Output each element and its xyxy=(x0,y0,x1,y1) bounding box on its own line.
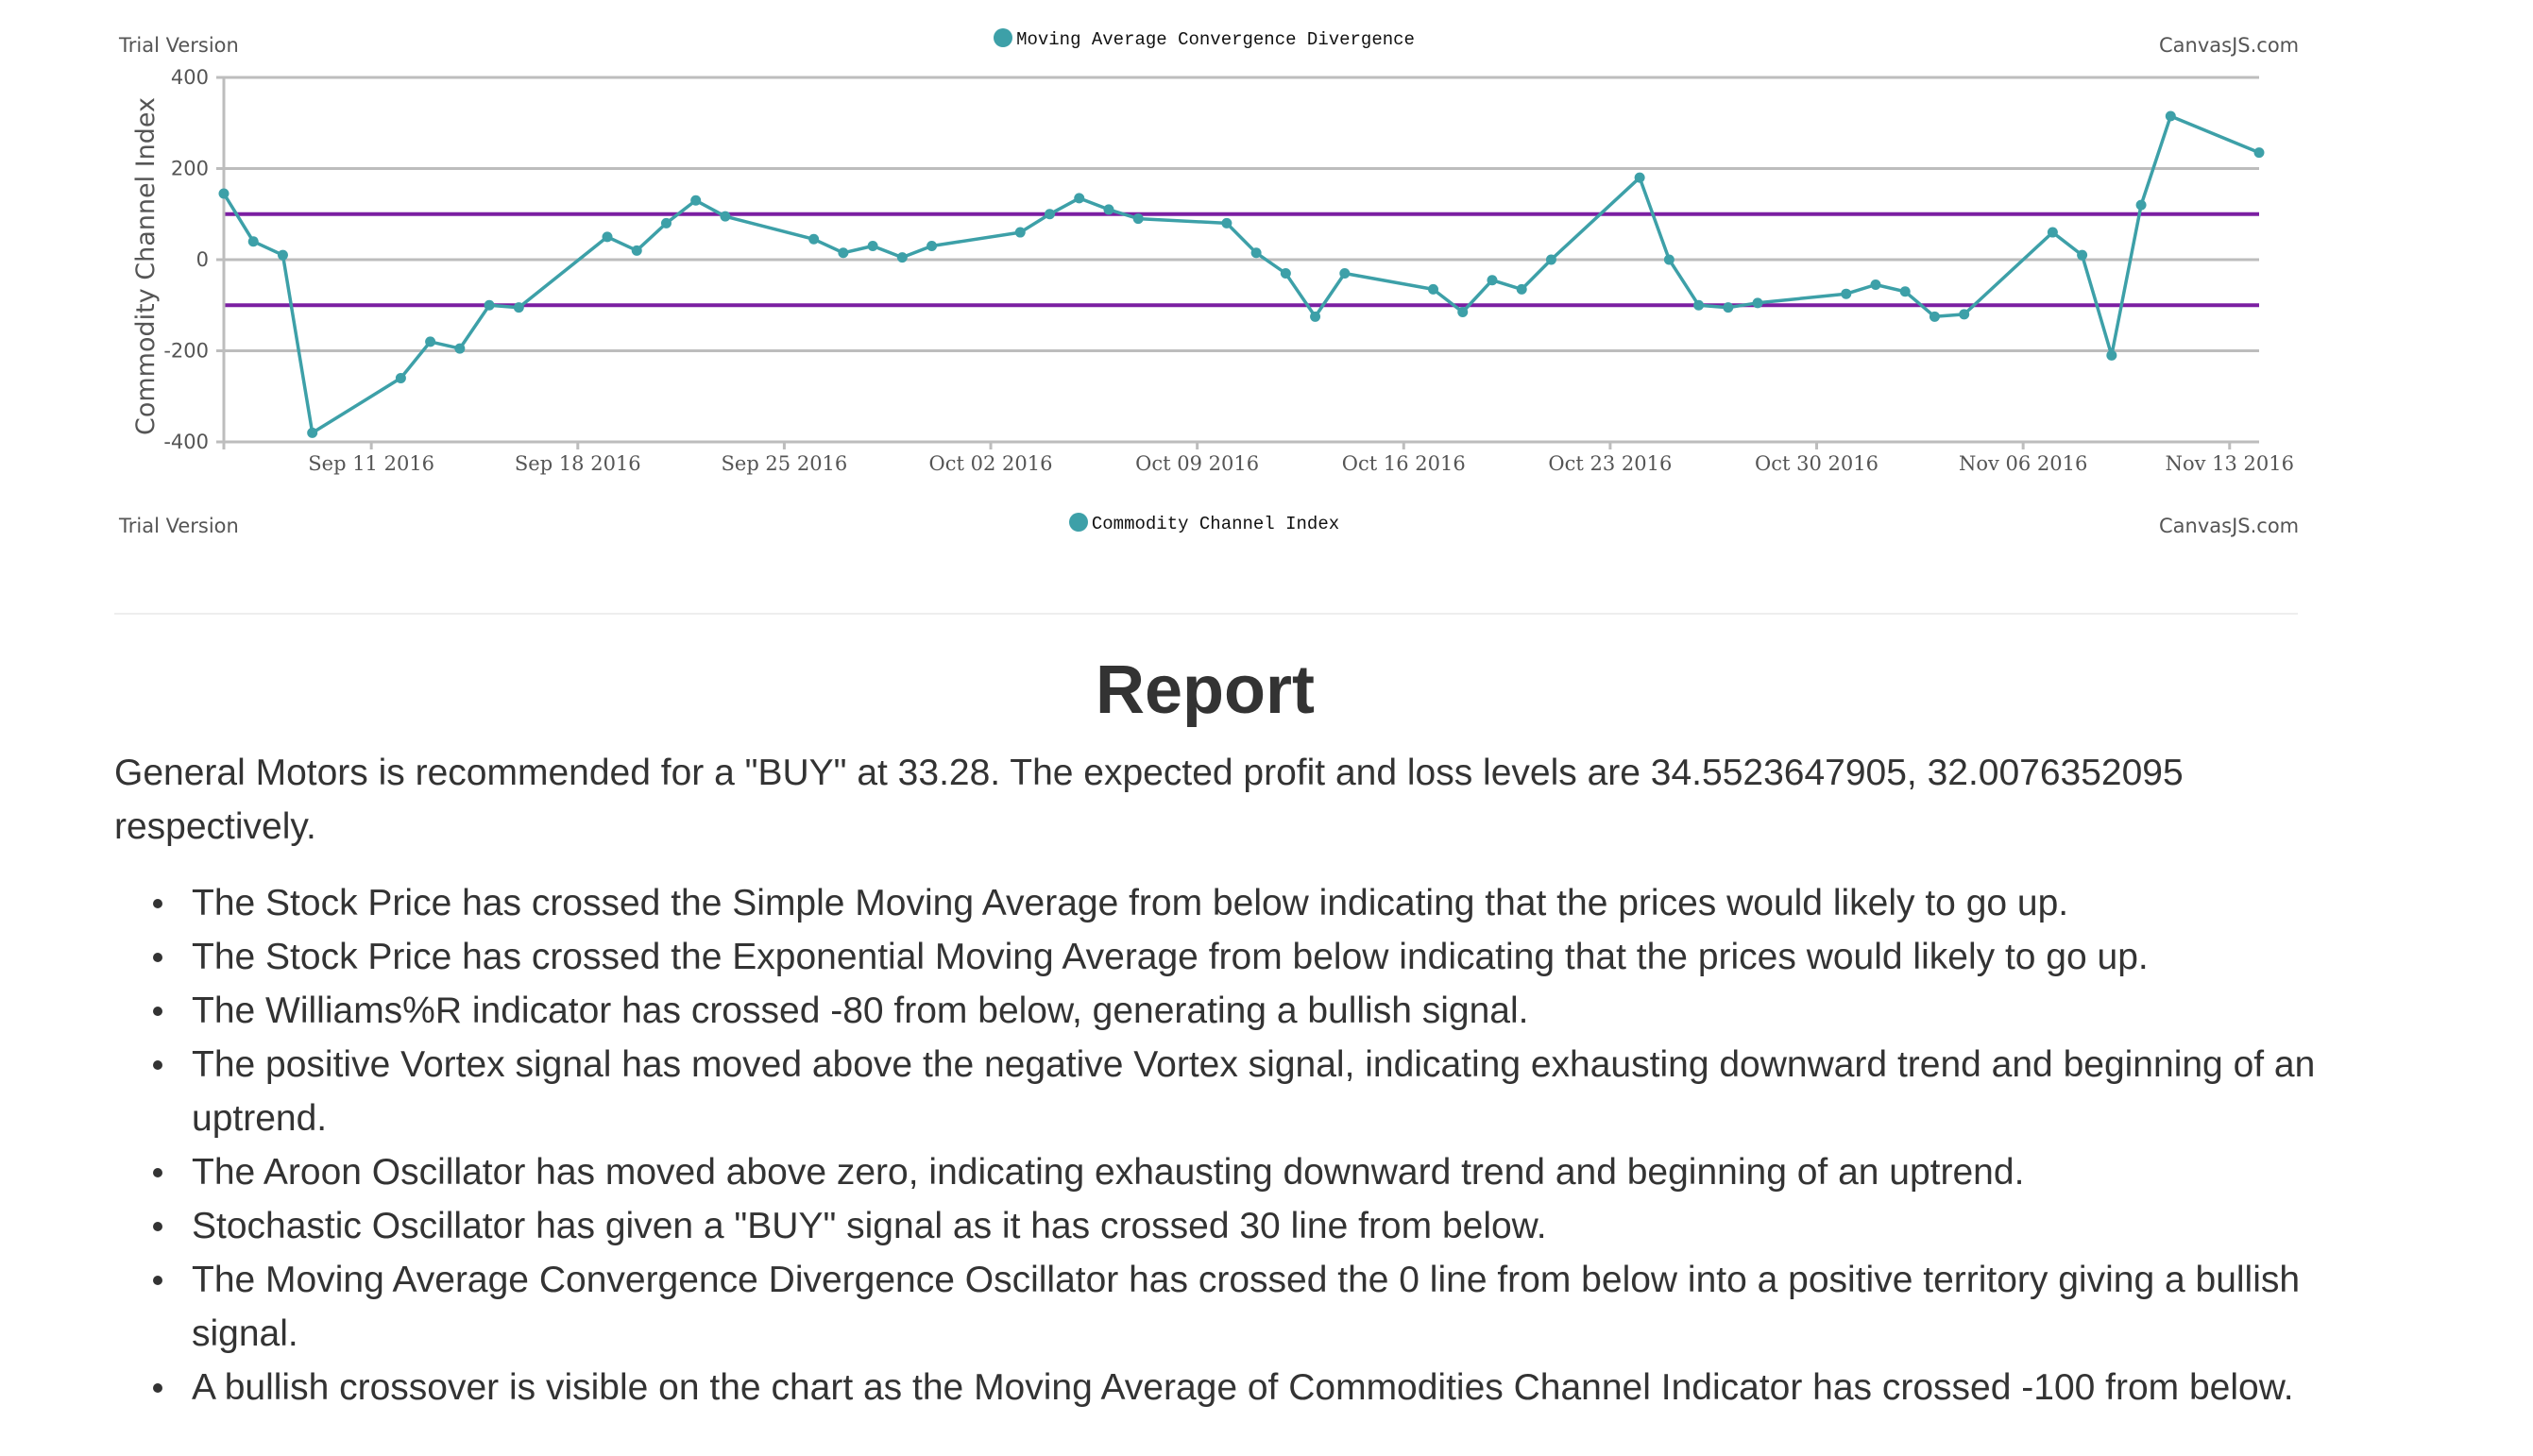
report-reason-item: A bullish crossover is visible on the ch… xyxy=(153,1361,2392,1414)
report-reasons-list: The Stock Price has crossed the Simple M… xyxy=(114,876,2392,1414)
report-reason-item: The Williams%R indicator has crossed -80… xyxy=(153,984,2392,1038)
data-point xyxy=(1044,209,1055,220)
data-point xyxy=(1841,288,1852,299)
y-tick-label: 400 xyxy=(171,66,209,89)
data-point xyxy=(307,427,318,438)
data-point xyxy=(808,233,820,245)
data-point xyxy=(631,245,642,256)
data-point xyxy=(1221,217,1232,229)
data-point xyxy=(1634,172,1645,183)
data-point xyxy=(2135,199,2147,211)
data-point xyxy=(1663,254,1674,265)
data-point xyxy=(1870,279,1881,291)
data-point xyxy=(1457,306,1469,317)
report-summary: General Motors is recommended for a "BUY… xyxy=(114,753,2184,847)
data-point xyxy=(896,252,908,263)
top-legend-label: Moving Average Convergence Divergence xyxy=(1016,29,1415,50)
data-point xyxy=(1516,283,1527,295)
data-point xyxy=(1929,311,1940,322)
data-point xyxy=(1752,297,1763,309)
x-tick-label: Oct 16 2016 xyxy=(1342,452,1466,475)
data-point xyxy=(926,241,938,252)
y-tick-label: 200 xyxy=(171,158,209,180)
data-point xyxy=(867,241,878,252)
top-watermark-right: CanvasJS.com xyxy=(2159,34,2300,57)
data-point xyxy=(1899,286,1911,297)
x-tick-label: Sep 25 2016 xyxy=(722,452,848,475)
data-point xyxy=(247,236,259,247)
data-point xyxy=(1074,193,1085,204)
legend-marker-icon xyxy=(994,28,1013,47)
data-point xyxy=(1959,309,1970,320)
data-point xyxy=(513,302,524,313)
bottom-watermark-right: CanvasJS.com xyxy=(2159,515,2300,537)
y-tick-label: -400 xyxy=(163,431,209,453)
data-point xyxy=(1693,299,1705,311)
data-point xyxy=(1280,267,1291,279)
chart-x-tick-labels: Sep 11 2016 Sep 18 2016 Sep 25 2016 Oct 02 … xyxy=(308,442,2294,475)
data-point xyxy=(425,336,436,347)
data-point xyxy=(1014,227,1026,238)
data-point xyxy=(2106,349,2117,361)
x-tick-label: Oct 09 2016 xyxy=(1135,452,1259,475)
data-point xyxy=(1487,275,1498,286)
x-tick-label: Oct 02 2016 xyxy=(929,452,1053,475)
top-watermark-left: Trial Version xyxy=(119,34,239,57)
data-point xyxy=(454,343,466,354)
bottom-watermark-left: Trial Version xyxy=(119,515,239,537)
data-point xyxy=(660,217,672,229)
data-point xyxy=(1250,247,1262,259)
x-tick-label: Nov 13 2016 xyxy=(2166,452,2294,475)
data-point xyxy=(838,247,849,259)
data-point xyxy=(1723,302,1734,313)
chart-axes xyxy=(222,77,2259,449)
y-tick-label: -200 xyxy=(163,340,209,363)
data-point xyxy=(1310,311,1321,322)
chart-legend-label: Commodity Channel Index xyxy=(1091,514,1340,534)
data-point xyxy=(2253,147,2265,159)
x-tick-label: Nov 06 2016 xyxy=(1959,452,2087,475)
data-point xyxy=(1132,213,1144,225)
x-tick-label: Oct 23 2016 xyxy=(1548,452,1672,475)
data-point xyxy=(218,188,230,199)
data-point xyxy=(720,211,731,222)
x-tick-label: Oct 30 2016 xyxy=(1755,452,1878,475)
data-point xyxy=(277,249,288,261)
x-tick-label: Sep 11 2016 xyxy=(308,452,434,475)
report-reason-item: Stochastic Oscillator has given a "BUY" … xyxy=(153,1199,2392,1253)
top-legend[interactable]: Moving Average Convergence Divergence xyxy=(0,28,2408,50)
y-tick-label: 0 xyxy=(196,248,209,271)
chart-series xyxy=(218,110,2265,438)
section-divider xyxy=(114,613,2298,615)
report-reason-item: The Stock Price has crossed the Exponent… xyxy=(153,930,2392,984)
series-line xyxy=(222,114,2260,435)
chart-y-tick-labels: 400 200 0 -200 -400 xyxy=(163,66,209,453)
report-reason-item: The Stock Price has crossed the Simple M… xyxy=(153,876,2392,930)
data-point xyxy=(2165,110,2176,122)
report-reason-item: The Moving Average Convergence Divergenc… xyxy=(153,1253,2392,1361)
chart-legend[interactable]: Commodity Channel Index xyxy=(0,513,2408,534)
data-point xyxy=(2047,227,2058,238)
chart-gridlines xyxy=(216,76,2259,444)
data-point xyxy=(690,195,702,206)
report-reason-item: The positive Vortex signal has moved abo… xyxy=(153,1038,2392,1145)
data-point xyxy=(484,299,495,311)
data-point xyxy=(1428,283,1439,295)
report-reason-item: The Aroon Oscillator has moved above zer… xyxy=(153,1145,2392,1199)
data-point xyxy=(602,231,613,243)
data-point xyxy=(395,372,406,383)
report-title: Report xyxy=(1096,652,1315,728)
data-point xyxy=(1339,267,1351,279)
legend-marker-icon xyxy=(1068,513,1088,532)
data-point xyxy=(2077,249,2088,261)
data-point xyxy=(1103,204,1114,215)
data-point xyxy=(1545,254,1556,265)
x-tick-label: Sep 18 2016 xyxy=(515,452,641,475)
chart-y-axis-title: Commodity Channel Index xyxy=(131,97,161,435)
